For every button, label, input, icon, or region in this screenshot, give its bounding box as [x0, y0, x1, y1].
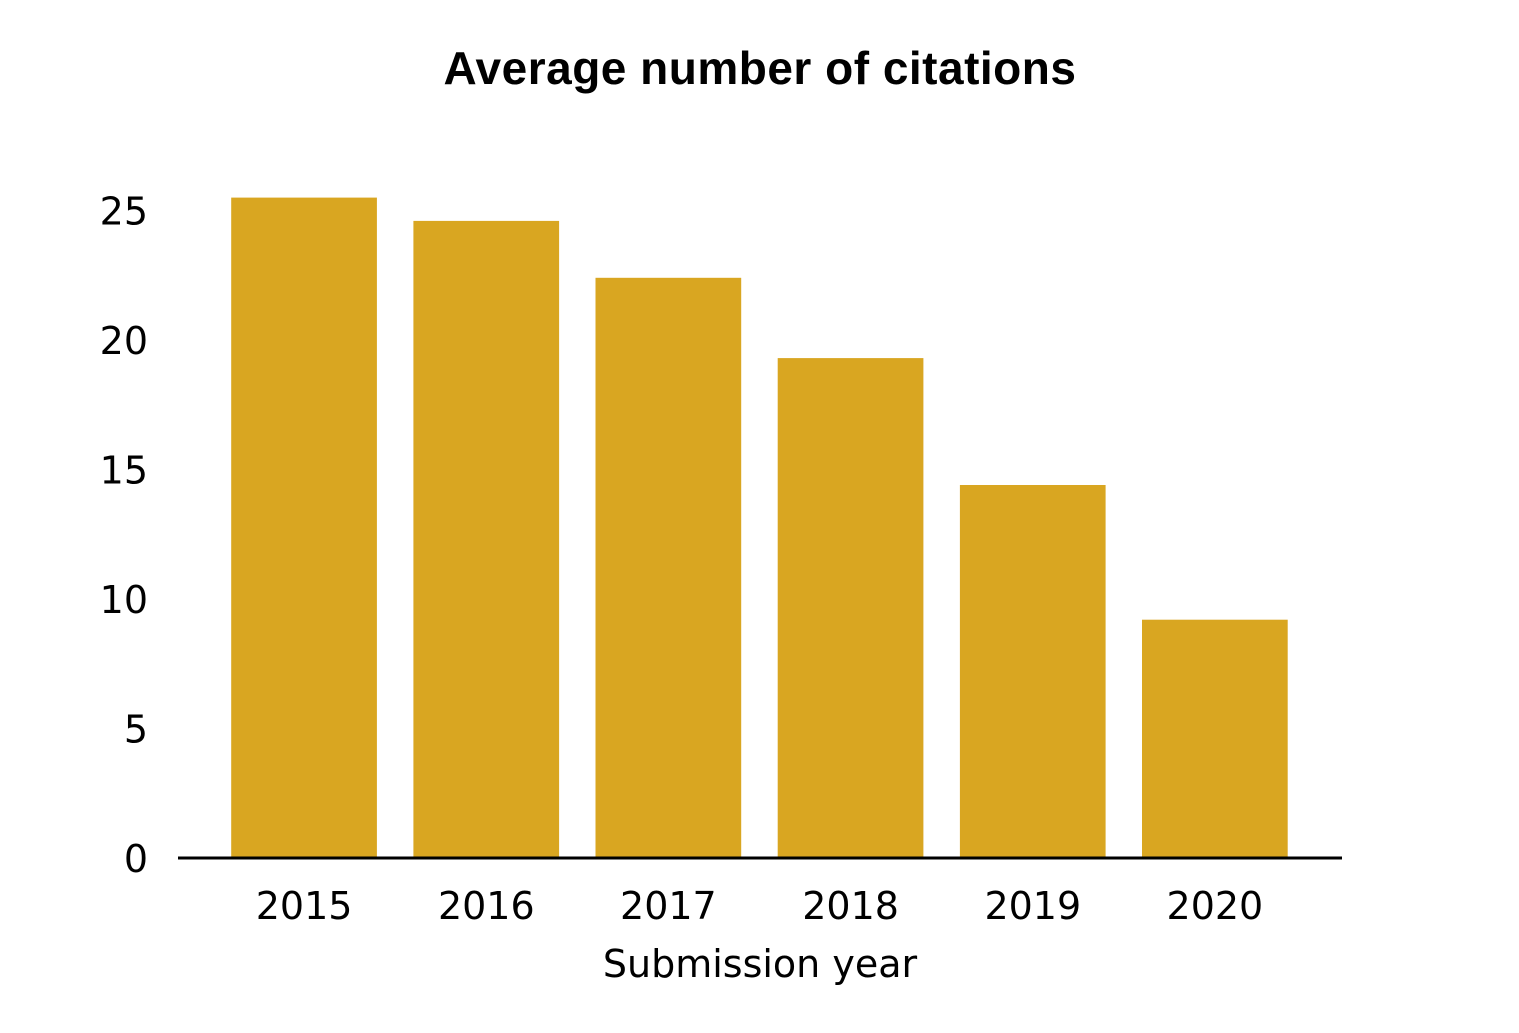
y-tick-label: 10: [100, 578, 148, 622]
bar-2020: [1142, 619, 1288, 858]
bar-2018: [777, 358, 924, 858]
x-tick-label: 2015: [256, 884, 353, 928]
x-axis-label: Submission year: [603, 942, 918, 986]
y-tick-label: 20: [100, 319, 148, 363]
x-tick-label: 2020: [1167, 884, 1264, 928]
bar-2016: [413, 220, 560, 858]
x-tick-label: 2017: [620, 884, 717, 928]
y-axis-ticks: 0 5 10 15 20 25: [100, 190, 148, 882]
y-tick-label: 15: [100, 449, 148, 493]
chart-title: Average number of citations: [444, 42, 1077, 94]
bar-2017: [595, 277, 742, 858]
x-tick-label: 2019: [984, 884, 1081, 928]
y-tick-label: 25: [100, 190, 148, 234]
bar-2019: [959, 485, 1106, 858]
x-tick-label: 2018: [802, 884, 899, 928]
x-axis-ticks: 2015 2016 2017 2018 2019 2020: [256, 884, 1264, 928]
y-tick-label: 0: [124, 837, 148, 881]
bar-2015: [231, 197, 377, 859]
x-tick-label: 2016: [438, 884, 535, 928]
bars-group: [231, 197, 1288, 859]
y-tick-label: 5: [124, 708, 148, 752]
